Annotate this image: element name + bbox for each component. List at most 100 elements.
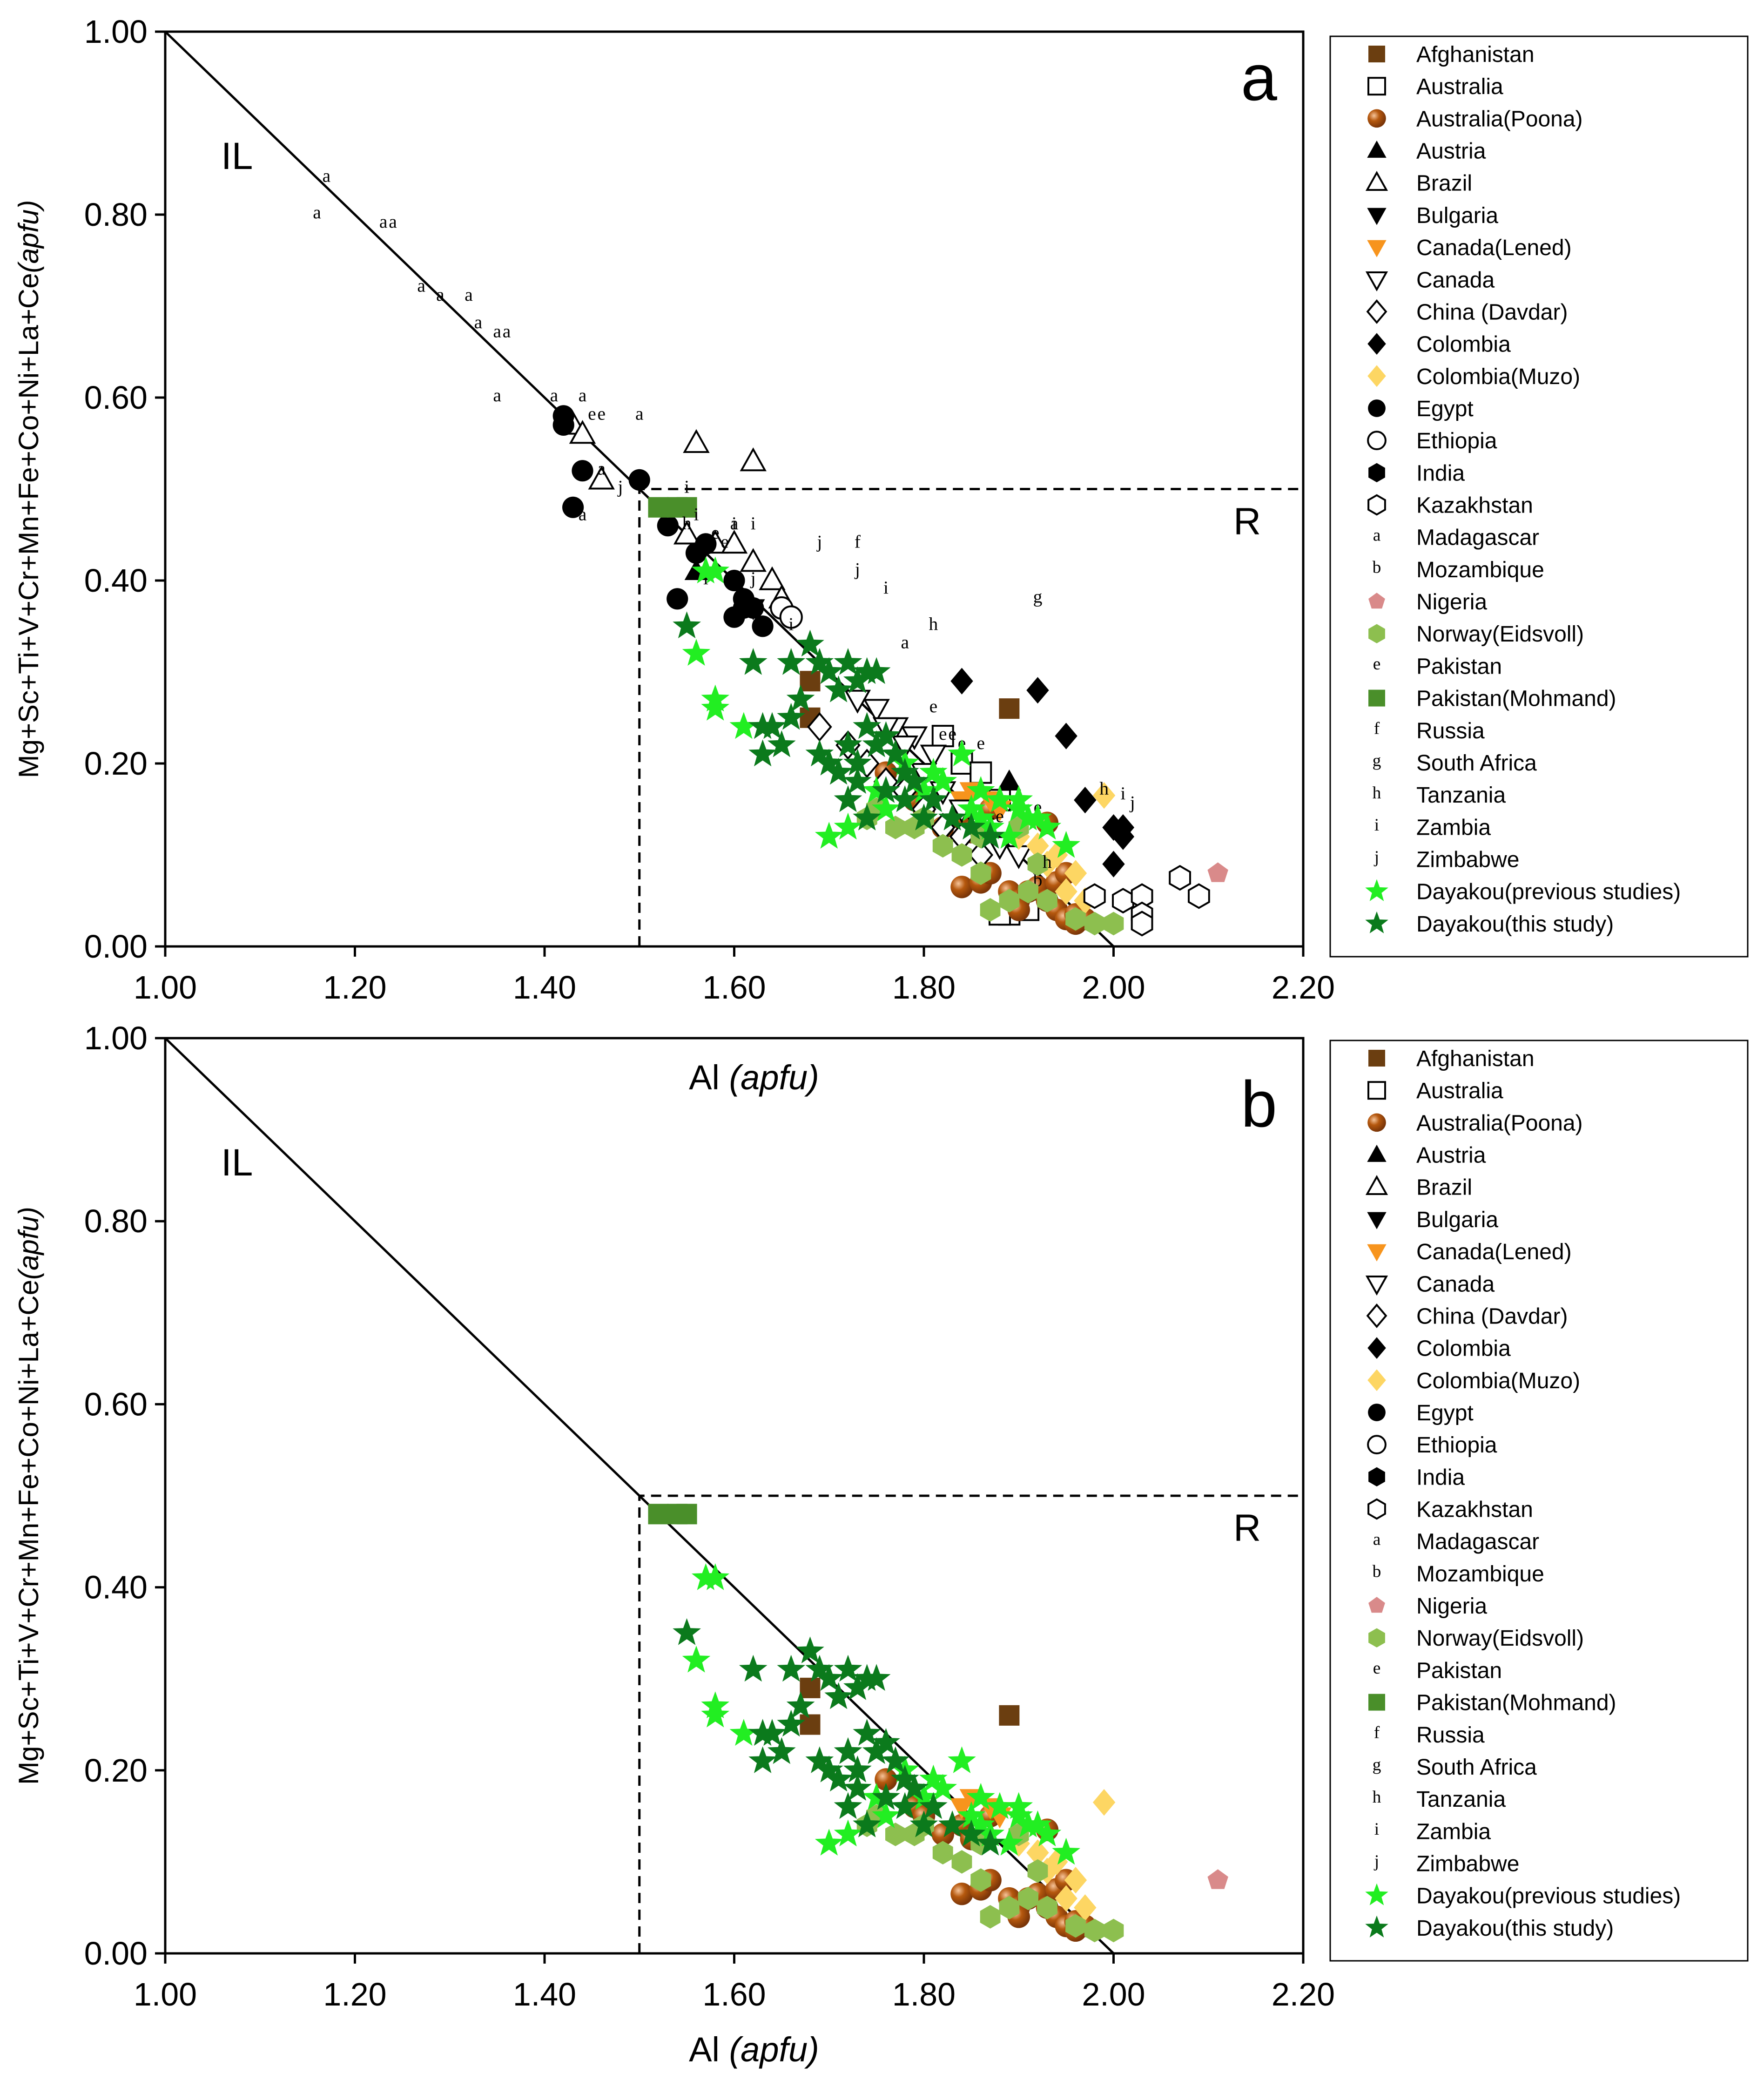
legend-marker-tanzania: h <box>1373 783 1381 803</box>
series-pakistan_mohmand <box>648 1504 697 1525</box>
legend-marker-bulgaria <box>1367 1212 1387 1229</box>
series-nigeria <box>1205 1867 1230 1891</box>
data-point-dayakou_prev <box>834 812 862 840</box>
data-point-kazakhstan <box>1188 883 1210 909</box>
data-point-pakistan: e <box>711 522 720 543</box>
data-point-dayakou_prev <box>872 794 900 822</box>
legend-label-madagascar: Madagascar <box>1416 526 1539 550</box>
data-point-norway <box>1037 889 1057 912</box>
data-point-dayakou_this <box>673 1618 701 1645</box>
data-point-dayakou_this <box>739 1655 768 1682</box>
data-point-dayakou_prev <box>1033 1819 1062 1847</box>
legend-marker-south_africa: g <box>1373 1756 1381 1775</box>
data-point-madagascar: a <box>635 403 644 424</box>
data-point-tanzania: h <box>682 513 692 534</box>
legend-label-canada: Canada <box>1416 1272 1495 1297</box>
data-point-norway <box>980 898 1001 922</box>
legend-marker-zimbabwe: j <box>1373 1852 1379 1871</box>
y-tick-label: 0.20 <box>84 745 148 782</box>
legend-label-dayakou_prev: Dayakou(previous studies) <box>1416 1884 1681 1909</box>
legend-marker-canada_lened <box>1367 1244 1387 1262</box>
data-point-norway <box>1065 907 1086 931</box>
legend-marker-austria <box>1367 140 1387 158</box>
y-axis-label: Mg+Sc+Ti+V+Cr+Mn+Fe+Co+Ni+La+Ce(apfu) <box>13 1207 44 1785</box>
legend-label-russia: Russia <box>1416 1723 1485 1748</box>
data-point-dayakou_this <box>796 629 824 657</box>
data-point-dayakou_prev <box>919 757 948 785</box>
data-point-dayakou_this <box>786 1691 815 1718</box>
data-point-dayakou_prev <box>966 804 995 831</box>
legend-marker-canada <box>1365 271 1388 291</box>
data-point-dayakou_prev <box>872 1801 900 1828</box>
chart-panel-b: 1.00 1.20 1.40 1.60 1.80 2.00 2.20 0.00 0.20 0.40… <box>13 1020 1749 2069</box>
legend-marker-brazil <box>1365 1175 1388 1195</box>
x-tick-label: 2.20 <box>1272 969 1335 1006</box>
data-point-egypt <box>562 496 584 518</box>
data-point-dayakou_this <box>824 1764 853 1792</box>
data-point-norway <box>980 1905 1001 1929</box>
data-point-madagascar: a <box>313 202 321 223</box>
data-point-dayakou_this <box>872 721 900 748</box>
legend-label-australia: Australia <box>1416 1079 1503 1103</box>
ideal-line-label: IL <box>221 135 253 177</box>
legend-marker-ethiopia <box>1367 1435 1387 1455</box>
legend-marker-mozambique: b <box>1373 558 1381 577</box>
data-point-madagascar: a <box>323 166 331 186</box>
legend-marker-nigeria <box>1367 591 1387 610</box>
data-point-dayakou_this <box>748 712 777 739</box>
data-point-dayakou_prev <box>729 1719 758 1746</box>
x-tick-label: 1.60 <box>702 1976 766 2012</box>
data-point-dayakou_this <box>843 767 872 794</box>
plot-frame <box>164 1037 1305 1955</box>
data-point-south_africa: g <box>1033 586 1043 607</box>
data-point-egypt <box>723 569 745 592</box>
y-tick-label: 1.00 <box>84 14 148 50</box>
data-point-dayakou_prev <box>682 639 711 666</box>
data-point-dayakou_this <box>957 1819 986 1847</box>
data-point-egypt <box>733 597 754 619</box>
legend-label-colombia: Colombia <box>1416 1337 1511 1361</box>
y-axis-label: Mg+Sc+Ti+V+Cr+Mn+Fe+Co+Ni+La+Ce(apfu) <box>13 200 44 778</box>
y-tick-label: 1.00 <box>84 1020 148 1056</box>
legend-marker-zambia: i <box>1374 1820 1379 1839</box>
data-point-dayakou_this <box>890 1764 919 1792</box>
data-point-dayakou_prev <box>701 694 730 721</box>
data-point-egypt <box>752 615 774 637</box>
data-point-colombia_muzo <box>1055 1885 1077 1912</box>
data-point-brazil <box>588 466 615 490</box>
data-point-zimbabwe: j <box>816 532 822 552</box>
data-point-kazakhstan <box>1169 864 1191 891</box>
legend-label-australia: Australia <box>1416 74 1503 99</box>
series-dayakou_this <box>673 1618 1004 1856</box>
data-point-colombia_muzo <box>1045 1848 1068 1875</box>
legend-marker-colombia_muzo <box>1367 365 1386 387</box>
data-point-madagascar: a <box>474 312 483 332</box>
legend-marker-australia <box>1367 1081 1386 1100</box>
legend-marker-madagascar: a <box>1373 1530 1381 1549</box>
data-point-dayakou_this <box>748 739 777 767</box>
y-tick-label: 0.40 <box>84 562 148 599</box>
data-point-madagascar: a <box>503 321 511 342</box>
legend-marker-canada_lened <box>1367 240 1387 257</box>
legend-label-egypt: Egypt <box>1416 1401 1474 1425</box>
data-point-dayakou_this <box>805 739 834 767</box>
data-point-dayakou_this <box>805 1746 834 1773</box>
x-tick-label: 2.20 <box>1272 1976 1335 2012</box>
data-point-dayakou_this <box>853 1719 882 1746</box>
data-point-colombia_muzo <box>1026 1839 1049 1866</box>
data-point-madagascar: a <box>389 211 397 232</box>
legend-label-russia: Russia <box>1416 719 1485 743</box>
data-point-dayakou_prev <box>1004 785 1033 812</box>
y-tick-label: 0.60 <box>84 1386 148 1422</box>
data-point-dayakou_this <box>890 785 919 812</box>
data-point-canada <box>844 689 871 714</box>
x-axis-label: Al (apfu) <box>689 2030 819 2069</box>
legend-marker-kazakhstan <box>1367 1498 1386 1520</box>
data-point-norway <box>951 1850 972 1874</box>
data-point-egypt <box>695 533 717 555</box>
legend-label-madagascar: Madagascar <box>1416 1530 1539 1554</box>
legend-frame <box>1329 1040 1749 1962</box>
y-tick-label: 0.40 <box>84 1569 148 1606</box>
data-point-brazil <box>569 420 596 444</box>
